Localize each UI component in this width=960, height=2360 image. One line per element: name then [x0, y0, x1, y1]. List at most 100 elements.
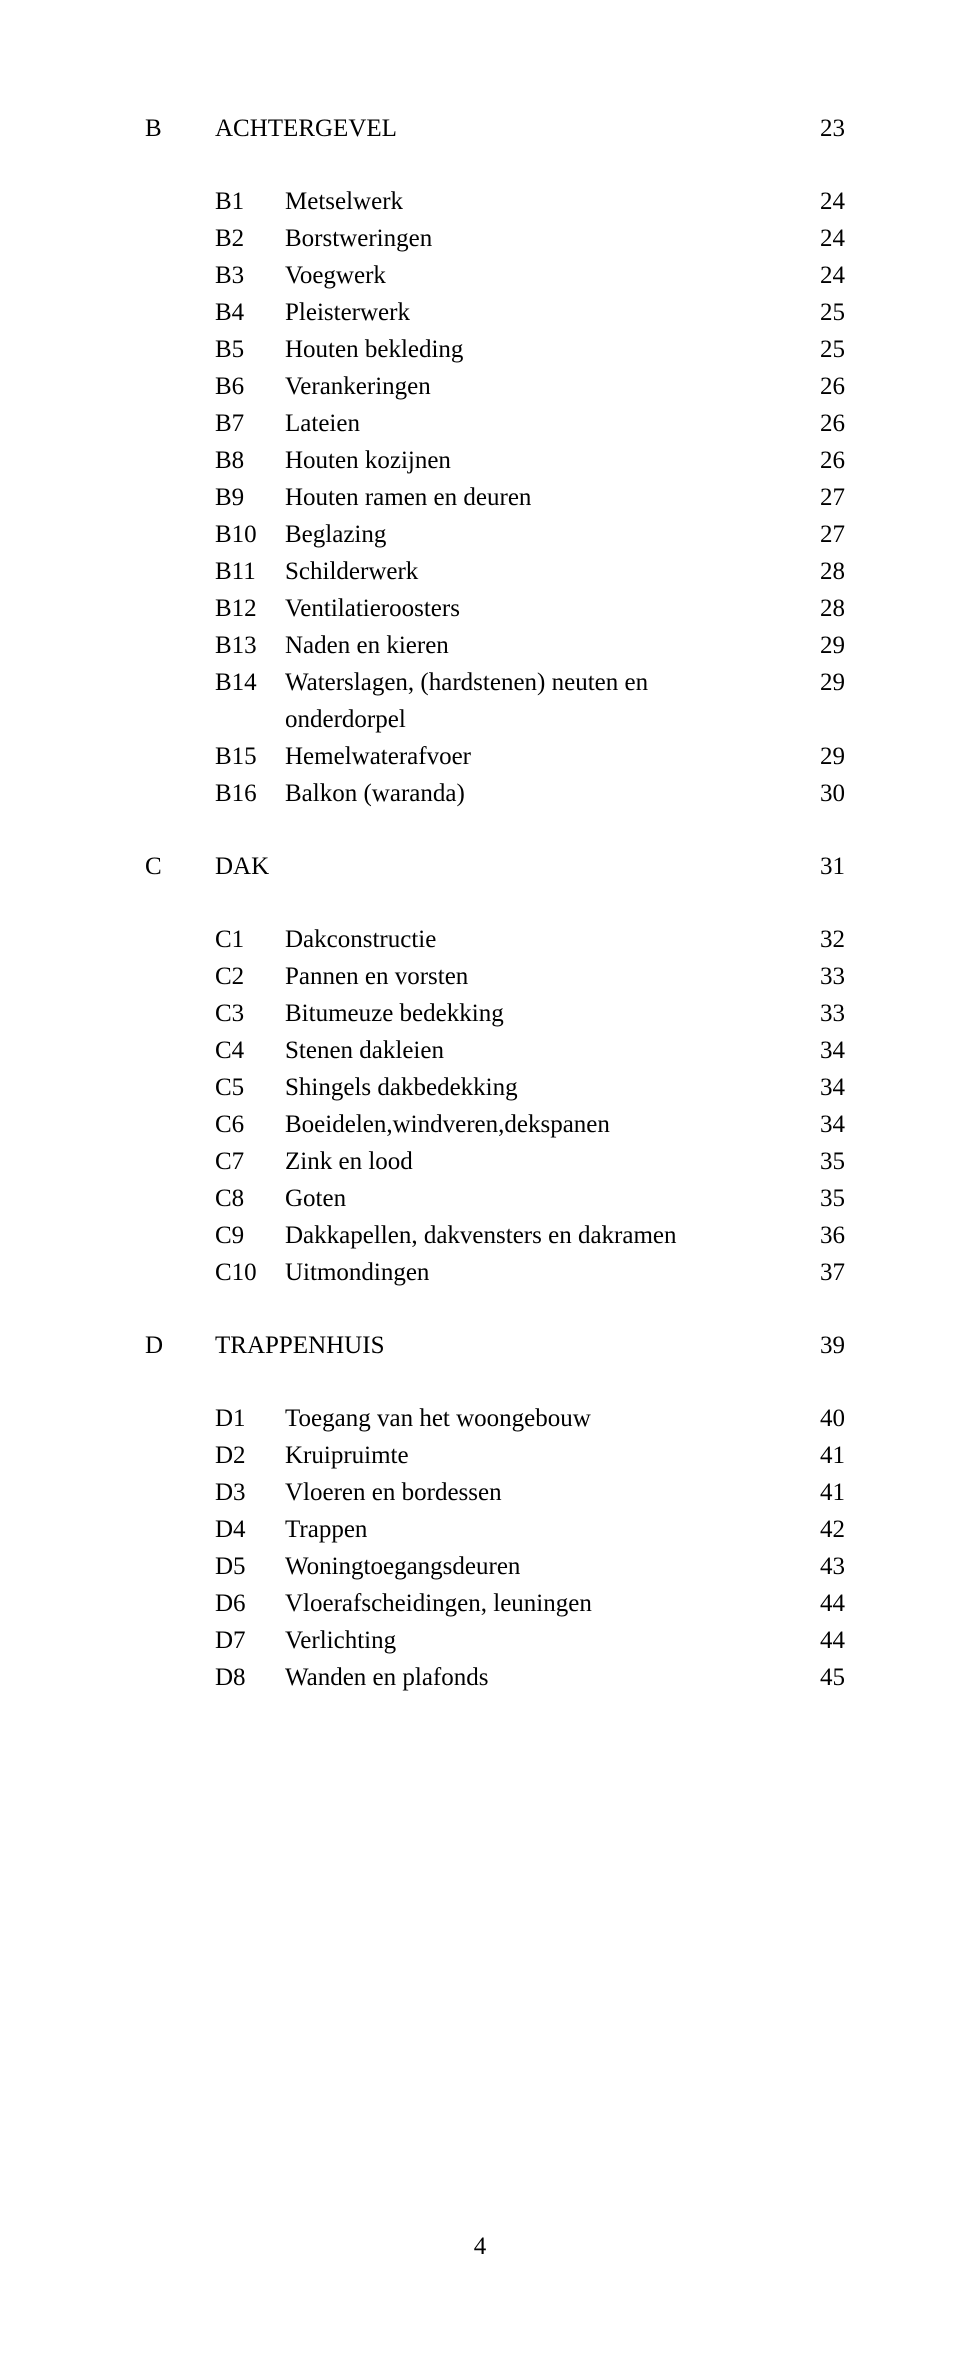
toc-item-row: C2Pannen en vorsten33 — [215, 958, 845, 995]
item-label: Houten kozijnen — [285, 442, 785, 479]
item-label: Hemelwaterafvoer — [285, 738, 785, 775]
item-label: Dakkapellen, dakvensters en dakramen — [285, 1217, 785, 1254]
item-label: Voegwerk — [285, 257, 785, 294]
item-label: Verankeringen — [285, 368, 785, 405]
item-label: Lateien — [285, 405, 785, 442]
item-code: C10 — [215, 1254, 285, 1291]
item-label: Trappen — [285, 1511, 785, 1548]
page-number: 4 — [0, 2228, 960, 2265]
item-page: 40 — [785, 1400, 845, 1437]
item-page: 44 — [785, 1585, 845, 1622]
toc-item-row: B6Verankeringen26 — [215, 368, 845, 405]
item-page: 26 — [785, 368, 845, 405]
item-label: Dakconstructie — [285, 921, 785, 958]
item-code: C7 — [215, 1143, 285, 1180]
toc-item-row: B3Voegwerk24 — [215, 257, 845, 294]
toc-item-row: B1Metselwerk24 — [215, 183, 845, 220]
item-code: D6 — [215, 1585, 285, 1622]
item-label: Houten ramen en deuren — [285, 479, 785, 516]
item-code: D4 — [215, 1511, 285, 1548]
item-label: Goten — [285, 1180, 785, 1217]
item-code: C1 — [215, 921, 285, 958]
toc-item-row: D8Wanden en plafonds45 — [215, 1659, 845, 1696]
item-label: Shingels dakbedekking — [285, 1069, 785, 1106]
toc-section: CDAK31 C1Dakconstructie32C2Pannen en vors… — [145, 848, 845, 1291]
item-page: 29 — [785, 627, 845, 664]
item-page: 27 — [785, 479, 845, 516]
item-code: B15 — [215, 738, 285, 775]
item-code: D3 — [215, 1474, 285, 1511]
item-code: D2 — [215, 1437, 285, 1474]
item-page: 33 — [785, 958, 845, 995]
toc-item-row: C1Dakconstructie32 — [215, 921, 845, 958]
toc-item-row: D1Toegang van het woongebouw40 — [215, 1400, 845, 1437]
section-title: TRAPPENHUIS — [215, 1327, 785, 1364]
toc-item-row: D3Vloeren en bordessen41 — [215, 1474, 845, 1511]
item-code: B16 — [215, 775, 285, 812]
item-page: 29 — [785, 738, 845, 775]
toc-item-row: B2Borstweringen24 — [215, 220, 845, 257]
toc-item-row: C10Uitmondingen37 — [215, 1254, 845, 1291]
toc-item-row: B12Ventilatieroosters28 — [215, 590, 845, 627]
item-label: Metselwerk — [285, 183, 785, 220]
item-label: Boeidelen,windveren,dekspanen — [285, 1106, 785, 1143]
item-code: D1 — [215, 1400, 285, 1437]
item-label: Bitumeuze bedekking — [285, 995, 785, 1032]
item-label: Vloeren en bordessen — [285, 1474, 785, 1511]
toc-item-row: B16Balkon (waranda)30 — [215, 775, 845, 812]
item-label: Pleisterwerk — [285, 294, 785, 331]
section-code: C — [145, 848, 215, 885]
toc-item-row: C7Zink en lood35 — [215, 1143, 845, 1180]
item-page: 24 — [785, 183, 845, 220]
item-code: B10 — [215, 516, 285, 553]
toc-item-row: B10Beglazing27 — [215, 516, 845, 553]
item-label: Naden en kieren — [285, 627, 785, 664]
item-code: C9 — [215, 1217, 285, 1254]
item-code: C4 — [215, 1032, 285, 1069]
item-page: 24 — [785, 257, 845, 294]
section-title: ACHTERGEVEL — [215, 110, 785, 147]
item-code: D7 — [215, 1622, 285, 1659]
item-code: B14 — [215, 664, 285, 701]
toc-item-row: C8Goten35 — [215, 1180, 845, 1217]
item-code: B3 — [215, 257, 285, 294]
item-code: C3 — [215, 995, 285, 1032]
toc-section-header: DTRAPPENHUIS39 — [145, 1327, 845, 1364]
item-label: Borstweringen — [285, 220, 785, 257]
toc-item-row: B4Pleisterwerk25 — [215, 294, 845, 331]
item-label: Stenen dakleien — [285, 1032, 785, 1069]
section-page: 23 — [785, 110, 845, 147]
toc-item-row: B11Schilderwerk28 — [215, 553, 845, 590]
item-code: B2 — [215, 220, 285, 257]
toc-item-row: C3Bitumeuze bedekking33 — [215, 995, 845, 1032]
item-page: 37 — [785, 1254, 845, 1291]
section-code: D — [145, 1327, 215, 1364]
section-page: 31 — [785, 848, 845, 885]
item-code: C6 — [215, 1106, 285, 1143]
item-label: Beglazing — [285, 516, 785, 553]
item-page: 45 — [785, 1659, 845, 1696]
item-code: B1 — [215, 183, 285, 220]
toc-item-row: B13Naden en kieren29 — [215, 627, 845, 664]
item-code: D5 — [215, 1548, 285, 1585]
item-label: Houten bekleding — [285, 331, 785, 368]
toc-section-header: BACHTERGEVEL23 — [145, 110, 845, 147]
item-label: Pannen en vorsten — [285, 958, 785, 995]
toc-item-row: B8Houten kozijnen26 — [215, 442, 845, 479]
toc-items: D1Toegang van het woongebouw40D2Kruiprui… — [145, 1400, 845, 1696]
item-page: 30 — [785, 775, 845, 812]
toc-item-row: D6Vloerafscheidingen, leuningen44 — [215, 1585, 845, 1622]
toc-item-row: D7Verlichting44 — [215, 1622, 845, 1659]
toc-item-row: B7Lateien26 — [215, 405, 845, 442]
item-page: 34 — [785, 1106, 845, 1143]
toc-item-row: B15Hemelwaterafvoer29 — [215, 738, 845, 775]
item-page: 25 — [785, 331, 845, 368]
item-label: Woningtoegangsdeuren — [285, 1548, 785, 1585]
item-label: Verlichting — [285, 1622, 785, 1659]
toc-section-header: CDAK31 — [145, 848, 845, 885]
toc-item-row: C6Boeidelen,windveren,dekspanen34 — [215, 1106, 845, 1143]
toc-section: DTRAPPENHUIS39 D1Toegang van het woongebo… — [145, 1327, 845, 1696]
item-code: B5 — [215, 331, 285, 368]
item-label: Ventilatieroosters — [285, 590, 785, 627]
item-page: 28 — [785, 590, 845, 627]
